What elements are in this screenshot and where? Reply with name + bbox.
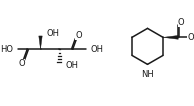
Polygon shape [163,36,178,39]
Polygon shape [39,36,42,49]
Text: NH: NH [141,70,154,79]
Text: HO: HO [0,45,13,54]
Text: O: O [75,31,82,40]
Text: OH: OH [91,45,104,54]
Text: O: O [187,33,194,42]
Text: OH: OH [46,29,59,38]
Text: O: O [18,59,25,68]
Text: OH: OH [65,61,78,70]
Text: O: O [178,18,184,27]
